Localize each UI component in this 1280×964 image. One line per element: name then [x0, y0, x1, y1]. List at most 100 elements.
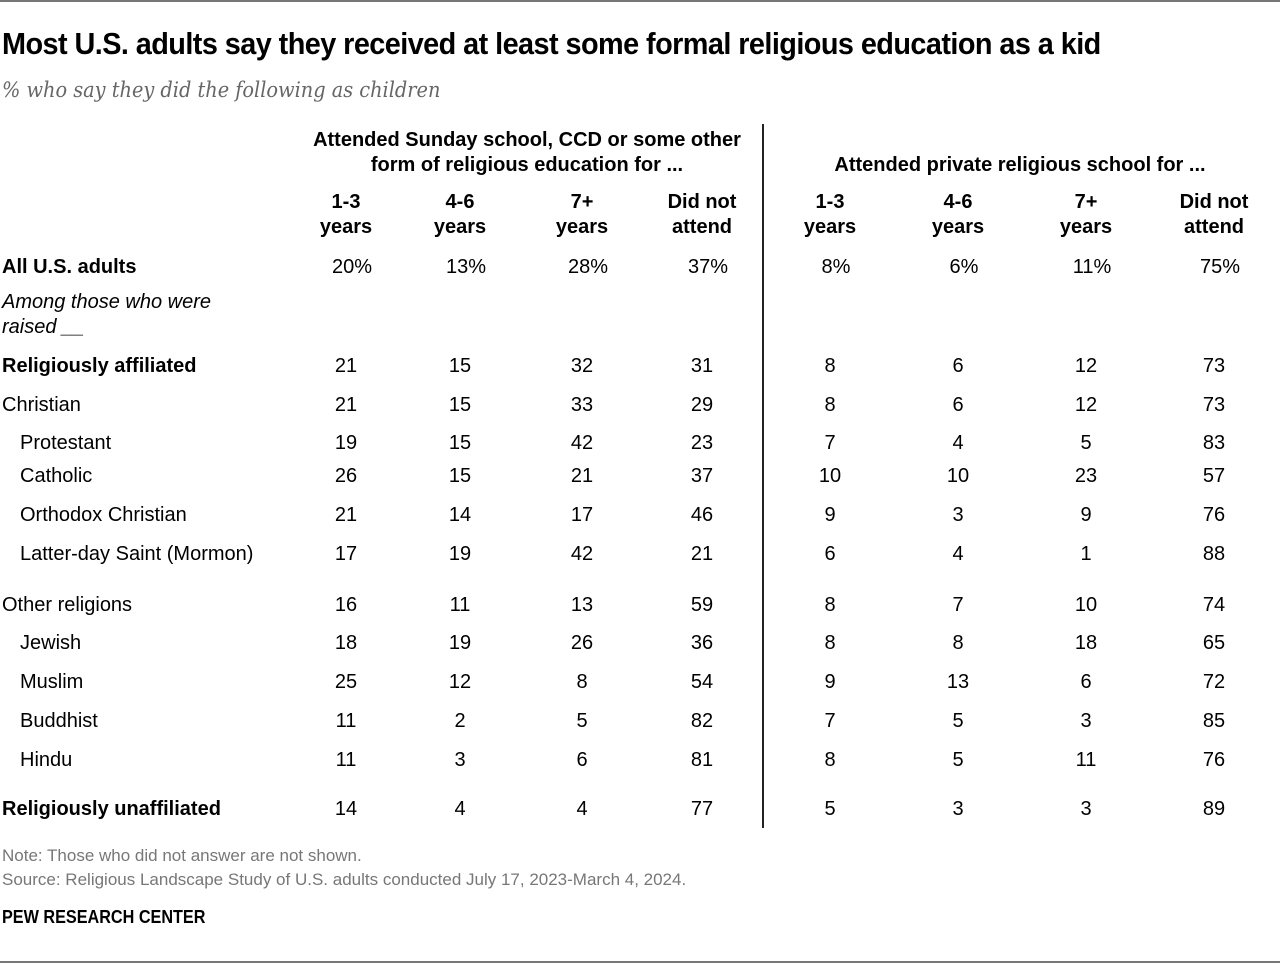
table-cell: 21: [334, 504, 358, 526]
table-cell: 23: [1074, 465, 1098, 487]
column-header-line: Did not: [667, 191, 737, 213]
group-header-line: Attended Sunday school, CCD or some othe…: [313, 129, 741, 151]
row-label: Religiously affiliated: [2, 355, 197, 377]
column-header: Did not attend: [642, 190, 762, 240]
table-cell: 12: [1074, 355, 1098, 377]
table-cell: 18: [1074, 632, 1098, 654]
table-cell: 3: [454, 749, 466, 771]
table-cell: 42: [570, 432, 594, 454]
column-header-line: 4-6: [943, 191, 973, 213]
table-cell: 5: [824, 798, 836, 820]
table-cell: 13: [946, 671, 970, 693]
table-cell: 17: [334, 543, 358, 565]
table-cell: 21: [334, 355, 358, 377]
table-cell: 8: [824, 749, 836, 771]
column-header-line: attend: [672, 216, 732, 238]
column-header-line: 7+: [570, 191, 594, 213]
table-cell: 19: [334, 432, 358, 454]
group-header-sunday-school: Attended Sunday school, CCD or some othe…: [292, 128, 762, 178]
table-cell: 15: [448, 355, 472, 377]
table-cell: 15: [448, 465, 472, 487]
table-cell: 31: [690, 355, 714, 377]
note-row-line: Among those who were: [2, 291, 212, 313]
table-cell: 19: [448, 543, 472, 565]
row-label: Religiously unaffiliated: [2, 798, 221, 820]
table-cell: 1: [1080, 543, 1092, 565]
row-label: Catholic: [20, 465, 93, 487]
table-cell: 3: [952, 504, 964, 526]
table-cell: 14: [334, 798, 358, 820]
table-cell: 7: [824, 432, 836, 454]
table-cell: 28%: [567, 256, 609, 278]
table-cell: 32: [570, 355, 594, 377]
column-header-line: years: [433, 216, 487, 238]
table-cell: 8%: [821, 256, 851, 278]
group-header-private-school: Attended private religious school for ..…: [834, 154, 1206, 176]
table-cell: 74: [1202, 594, 1226, 616]
table-cell: 9: [1080, 504, 1092, 526]
table-cell: 8: [824, 394, 836, 416]
table-cell: 11: [335, 749, 357, 771]
table-cell: 83: [1202, 432, 1226, 454]
table-cell: 89: [1202, 798, 1226, 820]
table-cell: 72: [1202, 671, 1226, 693]
column-header: 1-3 years: [286, 190, 406, 240]
table-cell: 6: [1080, 671, 1092, 693]
table-cell: 81: [690, 749, 714, 771]
table-cell: 10: [1074, 594, 1098, 616]
table-cell: 4: [576, 798, 588, 820]
table-cell: 11: [1075, 749, 1097, 771]
table-cell: 6%: [949, 256, 979, 278]
table-cell: 10: [818, 465, 842, 487]
table-cell: 21: [570, 465, 594, 487]
table-cell: 7: [952, 594, 964, 616]
table-cell: 13: [570, 594, 594, 616]
table-cell: 3: [952, 798, 964, 820]
bottom-rule: [0, 961, 1280, 963]
table-cell: 46: [690, 504, 714, 526]
table-cell: 29: [690, 394, 714, 416]
note: Note: Those who did not answer are not s…: [2, 846, 362, 865]
table-cell: 5: [952, 749, 964, 771]
table-cell: 85: [1202, 710, 1226, 732]
column-header-line: years: [803, 216, 857, 238]
column-header-line: years: [931, 216, 985, 238]
row-label: Buddhist: [20, 710, 98, 732]
chart-title: Most U.S. adults say they received at le…: [2, 26, 1101, 61]
table-cell: 57: [1202, 465, 1226, 487]
row-label: Protestant: [20, 432, 112, 454]
row-label: Hindu: [20, 749, 73, 771]
row-label: Muslim: [20, 671, 84, 693]
table-cell: 5: [1080, 432, 1092, 454]
column-header: 4-6 years: [400, 190, 520, 240]
table-cell: 65: [1202, 632, 1226, 654]
table-cell: 8: [576, 671, 588, 693]
column-header-line: Did not: [1179, 191, 1249, 213]
table-cell: 37: [690, 465, 714, 487]
table-cell: 13%: [445, 256, 487, 278]
table-cell: 4: [454, 798, 466, 820]
table-cell: 9: [824, 504, 836, 526]
chart-subtitle: % who say they did the following as chil…: [2, 78, 441, 102]
table-cell: 6: [824, 543, 836, 565]
column-header: 4-6 years: [898, 190, 1018, 240]
table-cell: 9: [824, 671, 836, 693]
column-header-line: years: [555, 216, 609, 238]
table-cell: 76: [1202, 749, 1226, 771]
column-divider: [762, 124, 764, 828]
table-cell: 16: [334, 594, 358, 616]
note-row-line: raised __: [2, 316, 85, 338]
table-cell: 8: [824, 632, 836, 654]
table-cell: 2: [454, 710, 466, 732]
table-cell: 6: [952, 355, 964, 377]
note-row-label: Among those who were raised __: [2, 290, 211, 340]
table-cell: 8: [824, 355, 836, 377]
table-cell: 15: [448, 432, 472, 454]
table-cell: 14: [448, 504, 472, 526]
table-cell: 8: [824, 594, 836, 616]
table-cell: 26: [570, 632, 594, 654]
row-label: Latter-day Saint (Mormon): [20, 543, 254, 565]
column-header-line: years: [319, 216, 373, 238]
table-cell: 88: [1202, 543, 1226, 565]
table-cell: 4: [952, 432, 964, 454]
